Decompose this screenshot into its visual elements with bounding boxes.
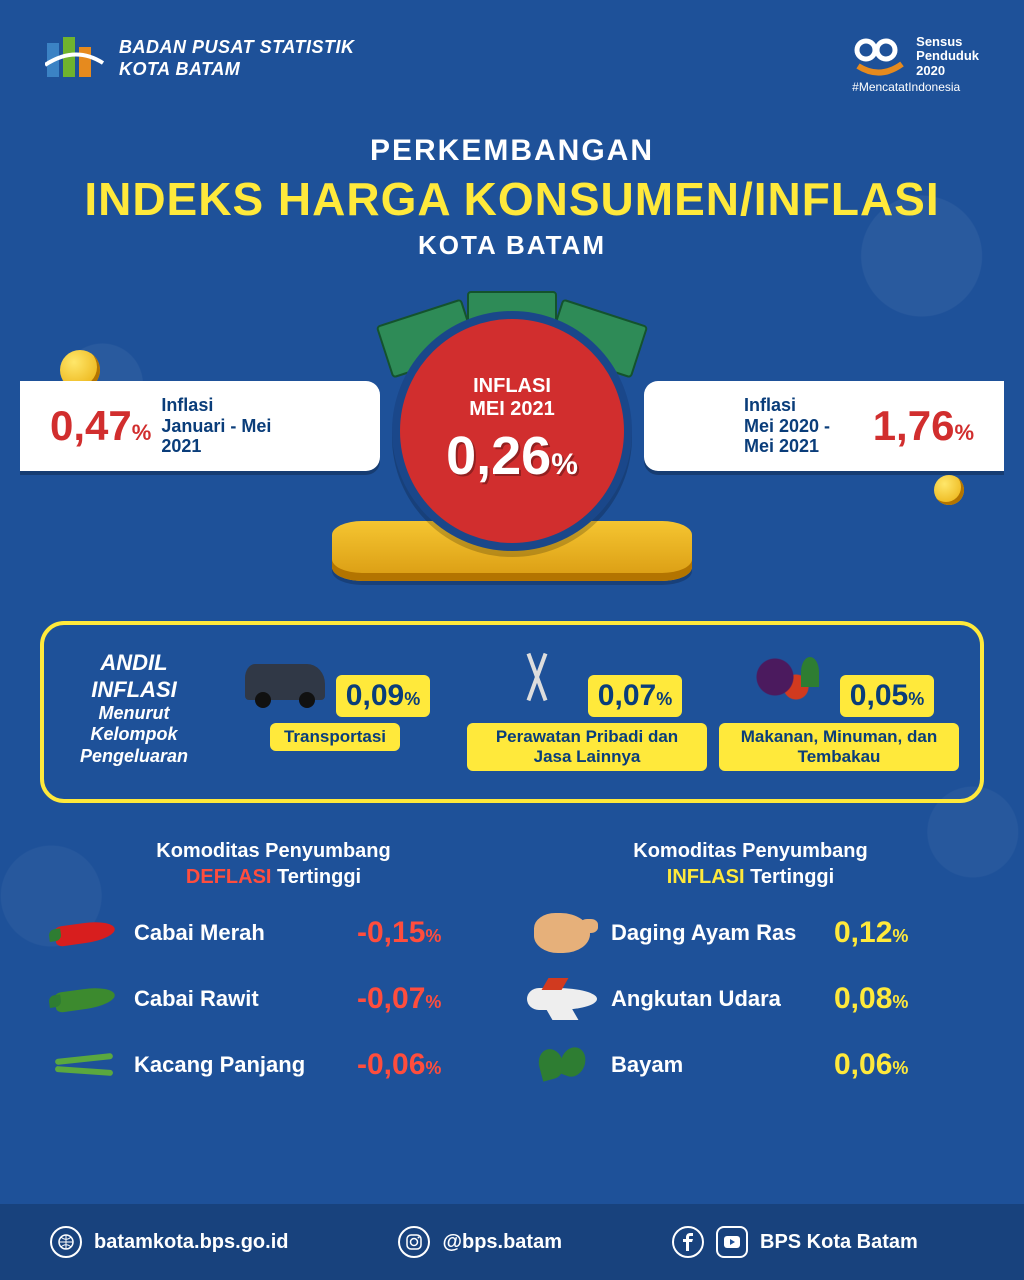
sensus-block: Sensus Penduduk 2020 #MencatatIndonesia <box>852 35 979 94</box>
inflasi-row: Bayam 0,06% <box>527 1040 974 1090</box>
hero-section: 0,47% Inflasi Januari - Mei 2021 Inflasi… <box>0 281 1024 581</box>
scissors-icon <box>492 647 582 717</box>
food-icon <box>744 647 834 717</box>
andil-heading: ANDIL INFLASI Menurut Kelompok Pengeluar… <box>64 650 204 768</box>
inflasi-title-post: Tertinggi <box>750 866 834 888</box>
bps-logo-block: BADAN PUSAT STATISTIK KOTA BATAM <box>45 35 355 83</box>
inflation-main-circle: INFLASI MEI 2021 0,26% <box>392 311 632 551</box>
inflasi-row: Daging Ayam Ras 0,12% <box>527 908 974 958</box>
globe-icon <box>50 1226 82 1258</box>
car-icon <box>240 647 330 717</box>
deflasi-title-hl: DEFLASI <box>186 866 272 888</box>
inflasi-column: Komoditas Penyumbang INFLASI Tertinggi D… <box>527 838 974 1106</box>
footer: batamkota.bps.go.id @bps.batam BPS Kota … <box>0 1204 1024 1280</box>
ytd-value: 0,47 <box>50 402 132 449</box>
deflasi-title-post: Tertinggi <box>277 866 361 888</box>
inflasi-title-hl: INFLASI <box>667 866 745 888</box>
deflasi-row: Cabai Merah -0,15% <box>50 908 497 958</box>
sensus-line1: Sensus <box>916 35 979 49</box>
chicken-icon <box>527 908 597 958</box>
sensus-line3: 2020 <box>916 64 979 78</box>
deflasi-row: Cabai Rawit -0,07% <box>50 974 497 1024</box>
andil-item-perawatan: 0,07% Perawatan Pribadi dan Jasa Lainnya <box>467 647 707 771</box>
commodities-section: Komoditas Penyumbang DEFLASI Tertinggi C… <box>50 838 974 1106</box>
spinach-icon <box>527 1040 597 1090</box>
sensus-line2: Penduduk <box>916 49 979 63</box>
andil-inflasi-box: ANDIL INFLASI Menurut Kelompok Pengeluar… <box>40 621 984 803</box>
yoy-label: Inflasi <box>744 395 863 416</box>
footer-social: BPS Kota Batam <box>672 1226 918 1258</box>
chili-red-icon <box>50 908 120 958</box>
deflasi-title-pre: Komoditas Penyumbang <box>156 840 390 862</box>
org-name-line2: KOTA BATAM <box>119 59 355 81</box>
circle-label1: INFLASI <box>473 375 551 398</box>
bps-logo-icon <box>45 35 105 83</box>
inflasi-title-pre: Komoditas Penyumbang <box>633 840 867 862</box>
title-line2: INDEKS HARGA KONSUMEN/INFLASI <box>0 172 1024 226</box>
andil-name: Makanan, Minuman, dan Tembakau <box>719 723 959 771</box>
plane-icon <box>527 974 597 1024</box>
inflasi-row: Angkutan Udara 0,08% <box>527 974 974 1024</box>
andil-name: Transportasi <box>270 723 400 751</box>
circle-label2: MEI 2021 <box>469 398 555 421</box>
deflasi-column: Komoditas Penyumbang DEFLASI Tertinggi C… <box>50 838 497 1106</box>
deflasi-row: Kacang Panjang -0,06% <box>50 1040 497 1090</box>
footer-instagram: @bps.batam <box>398 1226 562 1258</box>
title-block: PERKEMBANGAN INDEKS HARGA KONSUMEN/INFLA… <box>0 134 1024 261</box>
yoy-value: 1,76 <box>873 402 955 449</box>
circle-value: 0,26 <box>446 426 551 486</box>
chili-green-icon <box>50 974 120 1024</box>
long-beans-icon <box>50 1040 120 1090</box>
facebook-icon <box>672 1226 704 1258</box>
andil-item-makanan: 0,05% Makanan, Minuman, dan Tembakau <box>719 647 959 771</box>
title-line1: PERKEMBANGAN <box>0 134 1024 168</box>
org-name-line1: BADAN PUSAT STATISTIK <box>119 37 355 59</box>
header: BADAN PUSAT STATISTIK KOTA BATAM Sensus … <box>0 0 1024 104</box>
inflation-yoy-banner: Inflasi Mei 2020 - Mei 2021 1,76% <box>644 381 1004 471</box>
ytd-period: Januari - Mei 2021 <box>161 416 280 457</box>
ytd-label: Inflasi <box>161 395 280 416</box>
yoy-period: Mei 2020 - Mei 2021 <box>744 416 863 457</box>
instagram-icon <box>398 1226 430 1258</box>
title-line3: KOTA BATAM <box>0 230 1024 261</box>
andil-name: Perawatan Pribadi dan Jasa Lainnya <box>467 723 707 771</box>
andil-item-transportasi: 0,09% Transportasi <box>215 647 455 771</box>
inflation-ytd-banner: 0,47% Inflasi Januari - Mei 2021 <box>20 381 380 471</box>
youtube-icon <box>716 1226 748 1258</box>
hashtag: #MencatatIndonesia <box>852 80 979 94</box>
sensus-logo-icon <box>852 36 908 76</box>
footer-website: batamkota.bps.go.id <box>50 1226 288 1258</box>
